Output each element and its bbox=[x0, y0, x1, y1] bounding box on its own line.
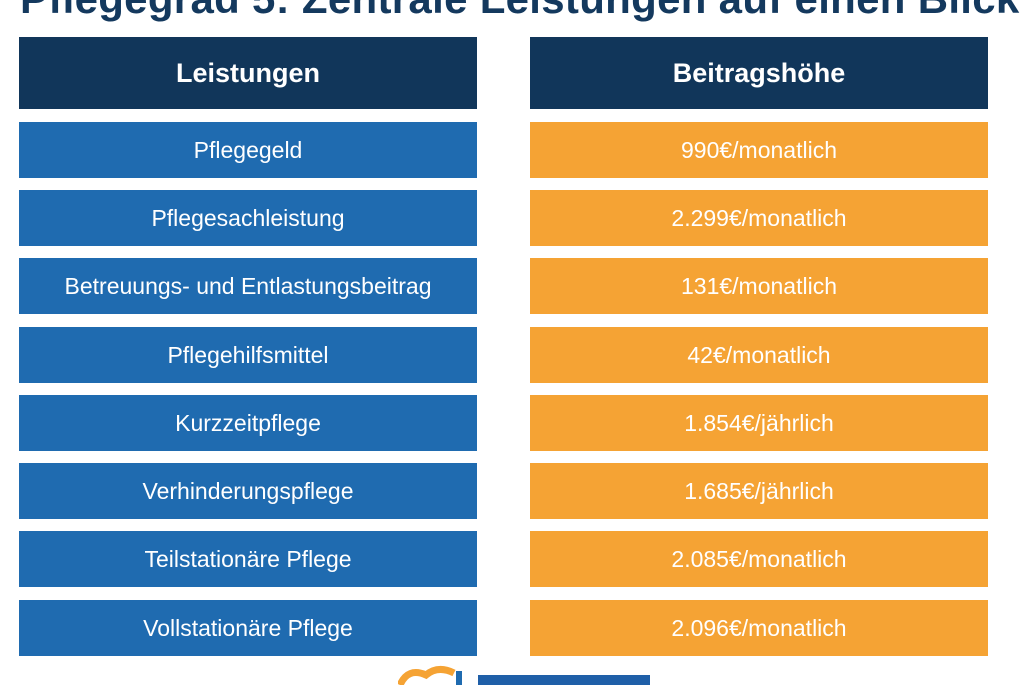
betrag-cell: 1.685€/jährlich bbox=[530, 463, 988, 519]
betrag-cell: 2.085€/monatlich bbox=[530, 531, 988, 587]
leistung-cell: Pflegehilfsmittel bbox=[19, 327, 477, 383]
leistung-cell: Pflegesachleistung bbox=[19, 190, 477, 246]
header-leistungen: Leistungen bbox=[19, 37, 477, 109]
betrag-cell: 2.299€/monatlich bbox=[530, 190, 988, 246]
betrag-cell: 2.096€/monatlich bbox=[530, 600, 988, 656]
leistung-cell: Verhinderungspflege bbox=[19, 463, 477, 519]
betrag-cell: 131€/monatlich bbox=[530, 258, 988, 314]
leistung-cell: Teilstationäre Pflege bbox=[19, 531, 477, 587]
betrag-cell: 42€/monatlich bbox=[530, 327, 988, 383]
page-title: Pflegegrad 5: Zentrale Leistungen auf ei… bbox=[20, 0, 1020, 23]
leistung-cell: Pflegegeld bbox=[19, 122, 477, 178]
betrag-cell: 1.854€/jährlich bbox=[530, 395, 988, 451]
betrag-cell: 990€/monatlich bbox=[530, 122, 988, 178]
leistung-cell: Betreuungs- und Entlastungsbeitrag bbox=[19, 258, 477, 314]
leistung-cell: Vollstationäre Pflege bbox=[19, 600, 477, 656]
brand-logo bbox=[398, 666, 650, 685]
header-beitragshoehe: Beitragshöhe bbox=[530, 37, 988, 109]
leistung-cell: Kurzzeitpflege bbox=[19, 395, 477, 451]
